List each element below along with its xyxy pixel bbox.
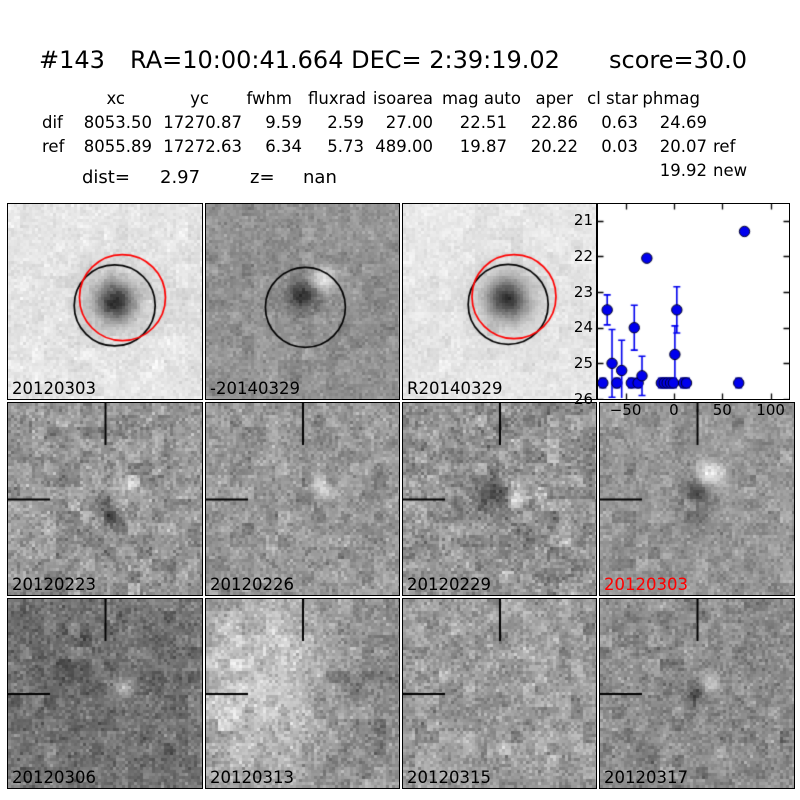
stamp-image bbox=[8, 599, 202, 788]
y-tick-label: 26 bbox=[573, 389, 593, 408]
table-row-label-ref: ref bbox=[42, 137, 65, 156]
stamp-panel-20140329: -20140329 bbox=[205, 203, 400, 400]
extra-phmag-value: 19.92 bbox=[659, 161, 707, 180]
table-cell-ref-isoarea: 489.00 bbox=[375, 137, 433, 156]
table-cell-ref-aper: 20.22 bbox=[530, 137, 578, 156]
redshift-label: z= bbox=[250, 167, 275, 188]
table-cell-dif-fwhm: 9.59 bbox=[265, 113, 302, 132]
table-suffix-ref: ref bbox=[713, 137, 736, 156]
stamp-image bbox=[403, 204, 596, 399]
table-header-cl-star: cl star bbox=[587, 89, 638, 108]
stamp-image bbox=[206, 599, 399, 788]
stamp-panel-R20140329: R20140329 bbox=[402, 203, 597, 400]
x-tick-label: 100 bbox=[756, 401, 785, 419]
stamp-panel-20120317: 20120317 bbox=[599, 598, 795, 789]
table-header-xc: xc bbox=[106, 89, 125, 108]
stamp-date-label: R20140329 bbox=[407, 379, 503, 398]
lightcurve-canvas bbox=[598, 204, 789, 399]
table-cell-dif-yc: 17270.87 bbox=[163, 113, 242, 132]
stamp-date-label: 20120317 bbox=[604, 768, 688, 787]
stamp-date-label: 20120303 bbox=[604, 575, 688, 594]
y-tick-label: 25 bbox=[573, 353, 593, 372]
dist-label: dist= bbox=[82, 167, 130, 188]
x-tick-label: −50 bbox=[609, 401, 642, 419]
stamp-date-label: 20120306 bbox=[12, 768, 96, 787]
table-cell-dif-isoarea: 27.00 bbox=[385, 113, 433, 132]
stamp-image bbox=[600, 403, 794, 595]
stamp-date-label: 20120313 bbox=[210, 768, 294, 787]
table-header-mag-auto: mag auto bbox=[441, 89, 521, 108]
stamp-date-label: 20120229 bbox=[407, 575, 491, 594]
stamp-date-label: 20120315 bbox=[407, 768, 491, 787]
stamp-image bbox=[206, 403, 399, 595]
stamp-image bbox=[403, 403, 596, 595]
table-cell-dif-xc: 8053.50 bbox=[83, 113, 152, 132]
stamp-panel-20120303: 20120303 bbox=[7, 203, 203, 400]
stamp-panel-20120223: 20120223 bbox=[7, 402, 203, 596]
stamp-panel-20120303: 20120303 bbox=[599, 402, 795, 596]
table-cell-dif-aper: 22.86 bbox=[530, 113, 578, 132]
table-cell-ref-xc: 8055.89 bbox=[83, 137, 152, 156]
table-header-yc: yc bbox=[190, 89, 209, 108]
table-cell-dif-fluxrad: 2.59 bbox=[327, 113, 364, 132]
table-cell-ref-fwhm: 6.34 bbox=[265, 137, 302, 156]
table-cell-dif-mag-auto: 22.51 bbox=[459, 113, 507, 132]
stamp-date-label: -20140329 bbox=[210, 379, 300, 398]
table-header-phmag: phmag bbox=[642, 89, 700, 108]
table-header-fwhm: fwhm bbox=[246, 89, 292, 108]
stamp-panel-20120229: 20120229 bbox=[402, 402, 597, 596]
table-cell-ref-cl-star: 0.03 bbox=[601, 137, 638, 156]
table-cell-ref-mag-auto: 19.87 bbox=[459, 137, 507, 156]
coordinates: RA=10:00:41.664 DEC= 2:39:19.02 bbox=[130, 46, 560, 74]
stamp-image bbox=[8, 204, 202, 399]
table-row-label-dif: dif bbox=[42, 113, 63, 132]
stamp-panel-20120226: 20120226 bbox=[205, 402, 400, 596]
table-cell-ref-fluxrad: 5.73 bbox=[327, 137, 364, 156]
y-tick-label: 23 bbox=[573, 282, 593, 301]
table-header-isoarea: isoarea bbox=[372, 89, 433, 108]
stamp-panel-20120313: 20120313 bbox=[205, 598, 400, 789]
stamp-panel-20120306: 20120306 bbox=[7, 598, 203, 789]
redshift-value: nan bbox=[303, 167, 337, 188]
stamp-date-label: 20120226 bbox=[210, 575, 294, 594]
candidate-score: score=30.0 bbox=[609, 46, 748, 74]
stamp-image bbox=[600, 599, 794, 788]
magnitude-lightcurve-plot bbox=[597, 203, 790, 400]
table-cell-ref-phmag: 20.07 bbox=[659, 137, 707, 156]
stamp-date-label: 20120223 bbox=[12, 575, 96, 594]
table-header-fluxrad: fluxrad bbox=[308, 89, 366, 108]
stamp-date-label: 20120303 bbox=[12, 379, 96, 398]
extra-phmag-suffix: new bbox=[713, 161, 748, 180]
candidate-id: #143 bbox=[39, 46, 105, 74]
stamp-image bbox=[403, 599, 596, 788]
y-tick-label: 21 bbox=[573, 211, 593, 230]
y-tick-label: 22 bbox=[573, 246, 593, 265]
x-tick-label: 0 bbox=[669, 401, 679, 419]
stamp-panel-20120315: 20120315 bbox=[402, 598, 597, 789]
x-tick-label: 50 bbox=[712, 401, 732, 419]
table-cell-ref-yc: 17272.63 bbox=[163, 137, 242, 156]
table-cell-dif-phmag: 24.69 bbox=[659, 113, 707, 132]
dist-value: 2.97 bbox=[160, 167, 201, 188]
table-cell-dif-cl-star: 0.63 bbox=[601, 113, 638, 132]
stamp-image bbox=[206, 204, 399, 399]
y-tick-label: 24 bbox=[573, 318, 593, 337]
stamp-image bbox=[8, 403, 202, 595]
table-header-aper: aper bbox=[535, 89, 573, 108]
